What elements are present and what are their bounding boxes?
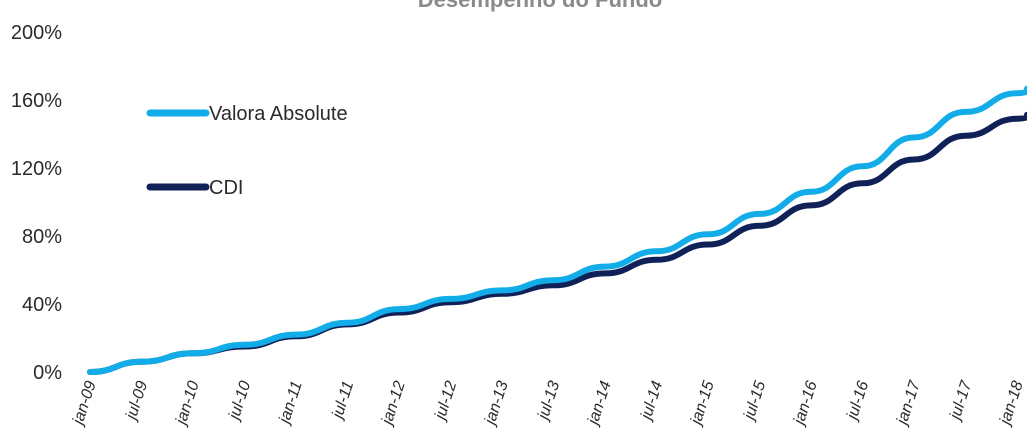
x-tick-label: jul-17 [946, 378, 975, 423]
x-tick-label: jan-16 [790, 379, 821, 429]
y-tick-label: 80% [22, 226, 62, 248]
x-tick-label: jul-16 [843, 379, 872, 423]
x-tick-label: jul-11 [329, 379, 358, 422]
y-axis: 0% 40% 80% 120% 160% 200% [11, 22, 62, 384]
x-tick-label: jul-13 [534, 379, 563, 423]
x-tick-label: jan-18 [996, 379, 1027, 429]
series-layer [87, 85, 1027, 375]
y-tick-label: 0% [33, 362, 62, 384]
x-tick-label: jan-12 [378, 379, 409, 429]
legend: Valora Absolute CDI [146, 103, 348, 199]
x-tick-label: jul-15 [740, 379, 769, 423]
x-tick-label: jan-10 [172, 379, 203, 429]
chart-title: Desempenho do Fundo [418, 0, 662, 12]
series-line [87, 111, 1027, 375]
x-tick-label: jul-12 [431, 379, 460, 423]
x-tick-label: jul-10 [225, 379, 254, 423]
x-axis: jan-09 jul-09 jan-10 jul-10 jan-11 jul-11 jan-… [69, 378, 1027, 429]
y-tick-label: 40% [22, 294, 62, 316]
y-tick-label: 120% [11, 158, 62, 180]
y-tick-label: 160% [11, 90, 62, 112]
x-tick-label: jan-17 [893, 378, 924, 429]
x-tick-label: jul-09 [122, 379, 151, 423]
legend-label: Valora Absolute [209, 103, 348, 125]
series-line [87, 85, 1027, 375]
x-tick-label: jul-14 [637, 379, 666, 423]
x-tick-label: jan-14 [584, 379, 615, 429]
legend-label: CDI [209, 177, 243, 199]
y-tick-label: 200% [11, 22, 62, 44]
x-tick-label: jan-09 [69, 379, 100, 429]
x-tick-label: jan-11 [276, 379, 306, 427]
x-tick-label: jan-13 [481, 379, 512, 429]
x-tick-label: jan-15 [687, 379, 718, 429]
